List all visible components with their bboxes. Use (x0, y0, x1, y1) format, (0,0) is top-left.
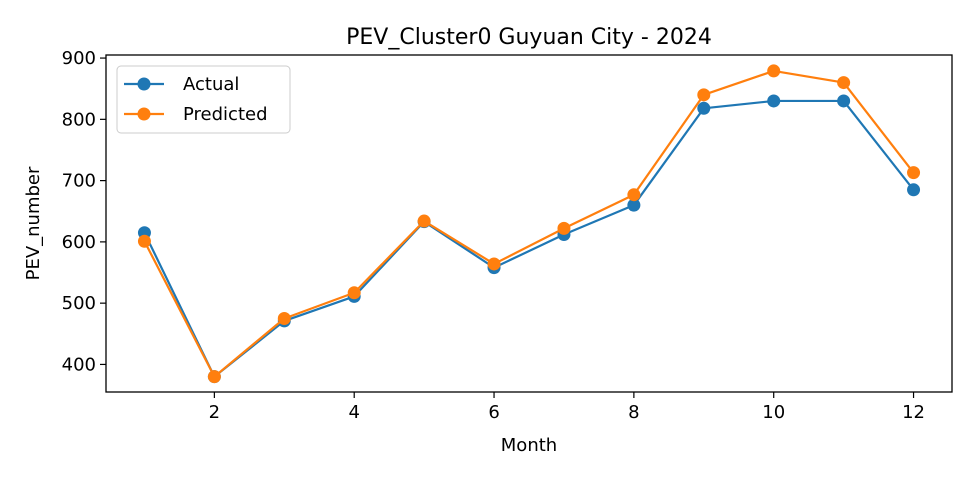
x-tick-label: 12 (902, 402, 925, 423)
x-tick-label: 6 (488, 402, 499, 423)
y-tick-label: 900 (62, 48, 96, 69)
series-line-predicted (143, 69, 915, 378)
y-axis-label: PEV_number (23, 166, 44, 280)
y-tick-label: 800 (62, 109, 96, 130)
y-tick-label: 400 (62, 354, 96, 375)
x-axis: 2 4 6 8 10 12 (209, 392, 925, 423)
x-tick-label: 2 (209, 402, 220, 423)
data-point-predicted (417, 214, 431, 228)
legend-label-predicted: Predicted (183, 104, 268, 125)
legend-marker-actual (137, 77, 151, 91)
data-point-predicted (487, 257, 501, 271)
data-point-actual (767, 94, 781, 108)
x-tick-label: 4 (348, 402, 359, 423)
data-point-predicted (277, 311, 291, 325)
legend-marker-predicted (137, 107, 151, 121)
data-point-actual (697, 101, 711, 115)
data-point-predicted (347, 286, 361, 300)
data-point-predicted (907, 166, 921, 180)
data-point-predicted (207, 370, 221, 384)
plot-frame (105, 54, 953, 393)
x-axis-label: Month (501, 435, 557, 456)
data-point-predicted (137, 234, 151, 248)
data-point-predicted (697, 88, 711, 102)
plot-marks (137, 64, 921, 384)
legend: Actual Predicted (116, 65, 291, 134)
data-point-actual (837, 94, 851, 108)
chart-title: PEV_Cluster0 Guyuan City - 2024 (346, 25, 712, 50)
y-tick-label: 600 (62, 232, 96, 253)
data-point-predicted (837, 76, 851, 90)
data-point-predicted (767, 64, 781, 78)
y-axis: 400 500 600 700 800 900 (62, 48, 106, 375)
series-line-actual (143, 99, 915, 378)
legend-label-actual: Actual (183, 74, 239, 95)
x-tick-label: 10 (762, 402, 785, 423)
data-point-predicted (557, 221, 571, 235)
y-tick-label: 700 (62, 171, 96, 192)
data-point-actual (627, 198, 641, 212)
x-tick-label: 8 (628, 402, 639, 423)
legend-box (116, 65, 291, 134)
data-point-actual (907, 183, 921, 197)
data-point-predicted (627, 188, 641, 202)
y-tick-label: 500 (62, 293, 96, 314)
